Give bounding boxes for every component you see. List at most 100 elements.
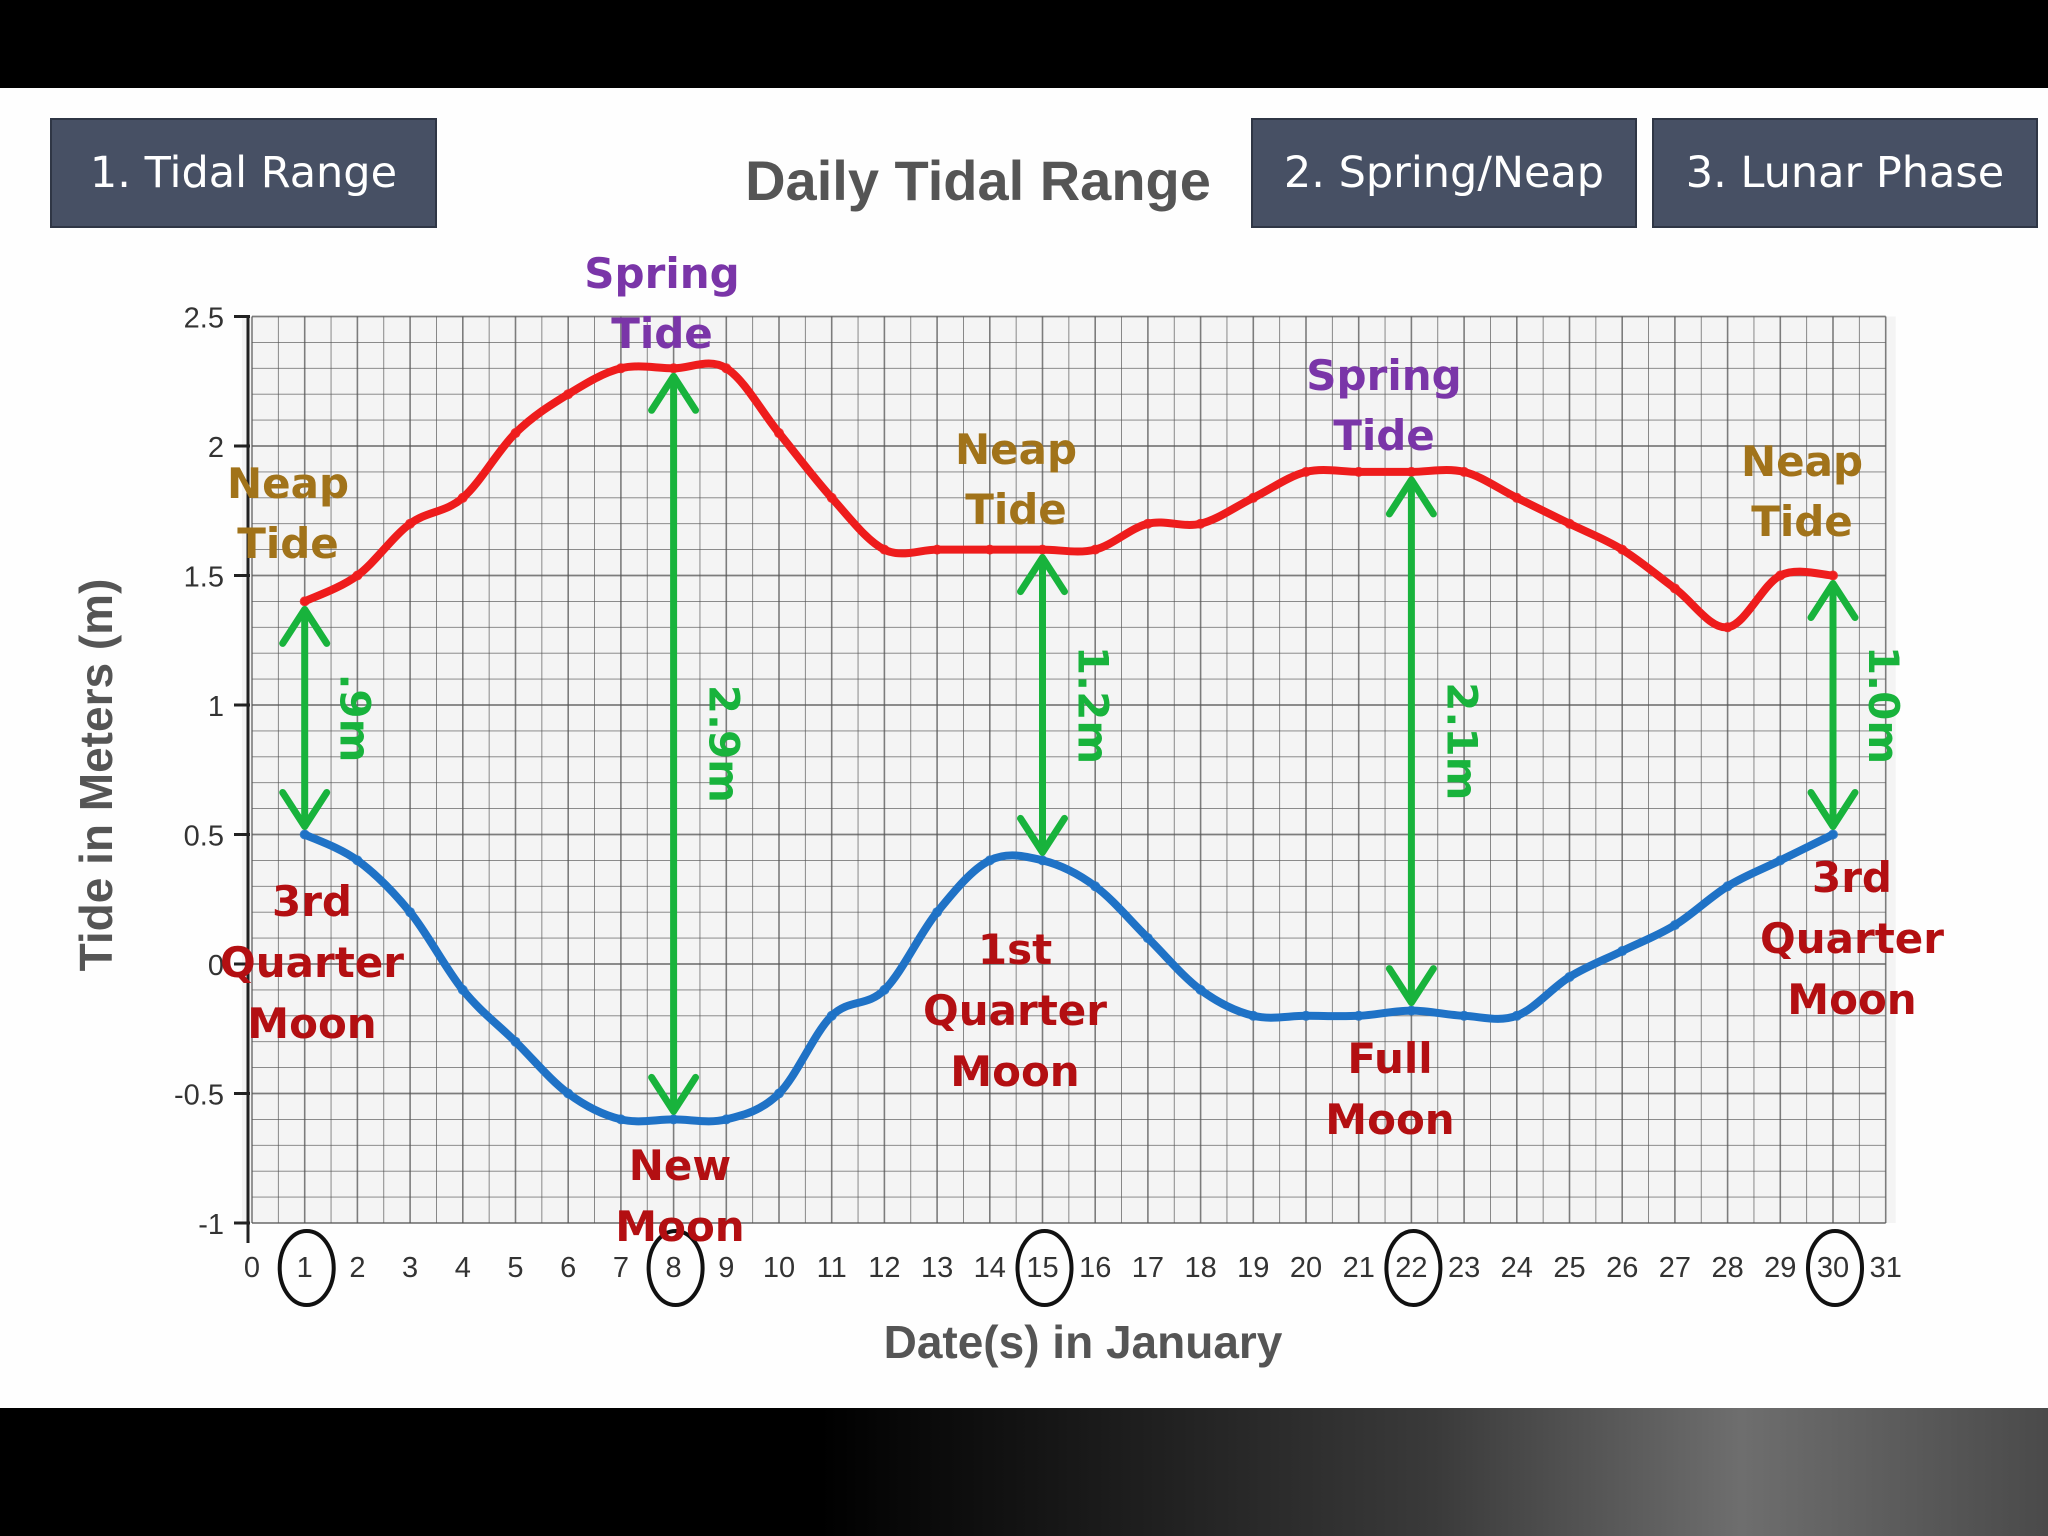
range-value-label: 1.2m [1069,646,1118,764]
date-circle [1806,1229,1864,1307]
y-tick-label: 0 [208,950,224,982]
high-tide-point [563,389,574,400]
x-tick-label: 18 [1184,1252,1216,1284]
x-tick-label: 10 [763,1252,795,1284]
high-tide-point [1406,466,1417,477]
high-tide-point [932,544,943,555]
neap-tide-label: Tide [1751,497,1853,546]
high-tide-point [405,518,416,529]
x-tick-label: 12 [868,1252,900,1284]
low-tide-point [615,1114,626,1125]
low-tide-point [299,829,310,840]
spring-tide-label: Spring [584,249,739,298]
y-tick-labels: -1 -0.5 0 0.5 1 1.5 2 2.5 [174,303,250,1241]
date-circle [277,1229,336,1307]
moon-phase-label: Moon [247,999,376,1048]
x-tick-label: 6 [560,1252,576,1284]
range-arrow-head-up [1385,476,1437,518]
high-tide-point [1511,492,1522,503]
tidal-range-button[interactable]: 1. Tidal Range [50,118,437,228]
x-tick-label: 26 [1606,1252,1638,1284]
high-tide-point [510,428,521,439]
range-value-label: .9m [331,673,380,762]
top-black-bar [0,0,2048,88]
range-value-label: 2.9m [700,685,749,803]
circled-dates [277,1229,1864,1307]
range-arrow-head-up [648,372,700,414]
high-tide-point [1722,622,1733,633]
low-tide-point [405,907,416,918]
low-tide-point [1406,1005,1417,1016]
high-tide-point [879,544,890,555]
x-tick-label: 23 [1448,1252,1480,1284]
range-value-label: 1.0m [1859,646,1908,764]
high-tide-point [1301,466,1311,477]
low-tide-point [1459,1010,1470,1021]
low-tide-point [1301,1010,1311,1021]
low-tide-point [1617,946,1628,957]
annotation-labels: Neap Tide Spring Tide Neap Tide Spring Tide Neap… [220,249,1944,1251]
bottom-gradient-bar [0,1408,2048,1536]
range-arrow: 1.0m [1807,580,1908,830]
neap-tide-label: Neap [227,459,349,508]
moon-phase-label: Quarter [1760,914,1944,963]
x-tick-label: 7 [613,1252,629,1284]
range-arrow: 2.1m [1385,476,1486,1007]
low-tide-point [721,1114,732,1125]
moon-phase-label: 3rd [272,877,352,926]
low-tide-point [1248,1010,1259,1021]
x-tick-label: 2 [349,1252,365,1284]
x-tick-label: 15 [1026,1252,1058,1284]
x-tick-label: 19 [1237,1252,1269,1284]
spring-tide-label: Tide [1333,411,1435,460]
x-tick-label: 5 [507,1252,523,1284]
high-tide-point [1828,570,1838,581]
x-tick-label: 22 [1395,1252,1427,1284]
x-tick-label: 20 [1290,1252,1322,1284]
neap-tide-label: Tide [237,519,339,568]
x-tick-label: 9 [718,1252,734,1284]
lunar-phase-button[interactable]: 3. Lunar Phase [1652,118,2038,228]
x-tick-label: 13 [921,1252,953,1284]
range-arrow-head-down [1017,814,1068,856]
x-tick-label: 21 [1343,1252,1375,1284]
y-tick-label: 1.5 [184,562,224,594]
range-arrow: .9m [279,605,380,830]
x-axis-label: Date(s) in January [884,1316,1283,1368]
low-tide-point [352,855,363,866]
neap-tide-label: Tide [965,485,1067,534]
high-tide-point [1195,518,1206,529]
x-tick-label: 1 [297,1252,313,1284]
date-circle [646,1229,705,1307]
low-tide-point [1669,920,1680,931]
high-tide-point [1564,518,1575,529]
range-arrow-head-down [1807,789,1859,830]
x-tick-label: 8 [666,1252,682,1284]
high-tide-point [1617,544,1628,555]
high-tide-point [1459,466,1470,477]
low-tide-point [510,1036,521,1047]
moon-phase-label: Moon [1325,1095,1454,1144]
high-tide-point [668,363,679,374]
tide-series [299,359,1838,1126]
spring-tide-label: Tide [611,309,713,358]
y-tick-label: -0.5 [174,1080,224,1112]
spring-neap-button[interactable]: 2. Spring/Neap [1251,118,1637,228]
range-arrow-head-down [648,1073,700,1115]
range-arrow-head-down [1385,965,1437,1007]
high-tide-point [615,363,626,374]
high-tide-point [1037,544,1048,555]
x-tick-label: 3 [402,1252,418,1284]
date-circle [1015,1229,1074,1307]
range-arrow-head-up [1017,554,1068,596]
low-tide-point [457,984,468,995]
high-tide-point [457,492,468,503]
range-value-label: 2.1m [1437,682,1486,800]
high-tide-point [774,428,784,439]
high-tide-line [300,359,1837,632]
high-tide-point [1775,570,1786,581]
low-tide-point [1353,1010,1364,1021]
high-tide-point [352,570,363,581]
neap-tide-label: Neap [955,425,1077,474]
moon-phase-label: Quarter [923,986,1107,1035]
